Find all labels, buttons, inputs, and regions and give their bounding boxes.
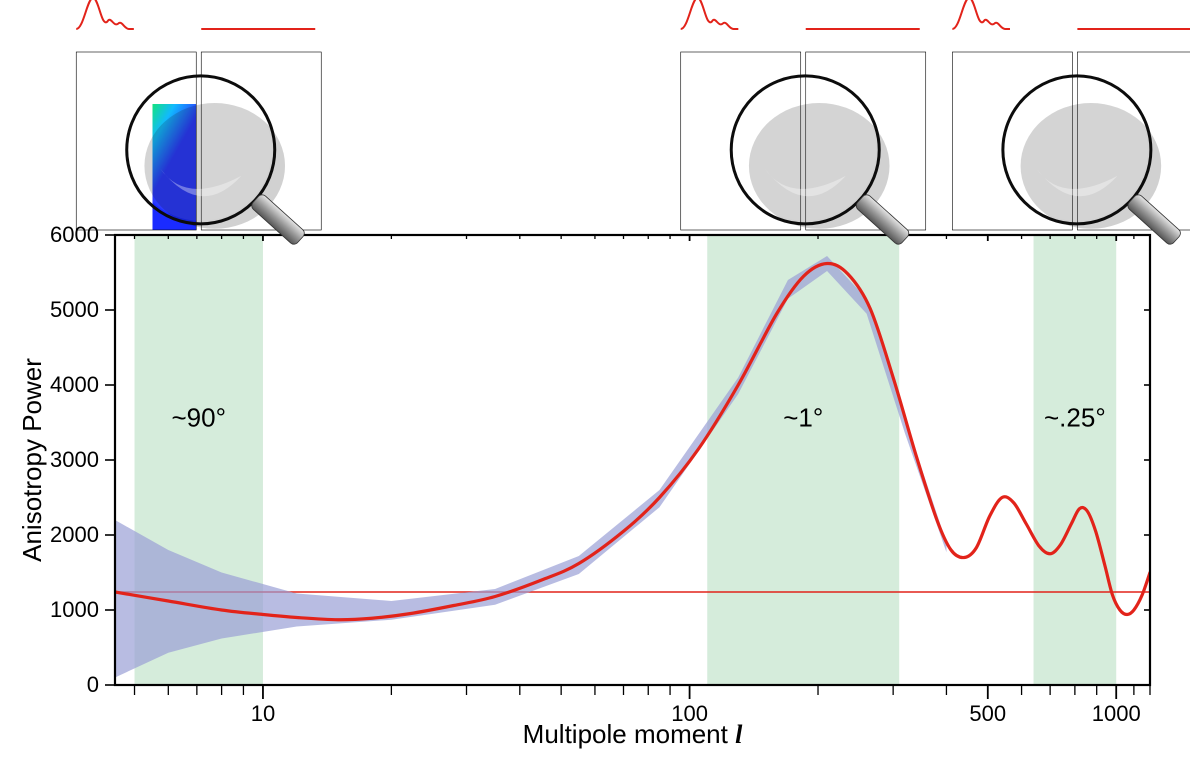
y-tick-label: 1000	[50, 597, 99, 622]
y-tick-label: 3000	[50, 447, 99, 472]
waveform-icon	[952, 0, 1010, 29]
cmb-thumbnail	[951, 0, 1190, 246]
cmb-thumbnail	[673, 0, 932, 246]
waveform-icon	[681, 0, 739, 29]
power-spectrum-chart: ~90° ~1° ~.25° 0 1000 2000 3000 4000 5000 6000 10 1…	[0, 0, 1190, 760]
y-tick-label: 2000	[50, 522, 99, 547]
scale-band	[707, 235, 899, 685]
y-tick-label: 5000	[50, 297, 99, 322]
x-tick-label: 1000	[1092, 701, 1141, 726]
waveform-icon	[76, 0, 134, 29]
power-spectrum-curve	[115, 263, 1150, 619]
cmb-thumbnail	[76, 0, 321, 246]
y-tick-label: 6000	[50, 222, 99, 247]
x-axis-label: Multipole moment l	[523, 719, 743, 749]
band-label: ~90°	[171, 402, 226, 432]
x-tick-label: 10	[251, 701, 275, 726]
y-tick-label: 4000	[50, 372, 99, 397]
band-label: ~.25°	[1044, 402, 1106, 432]
y-axis-label: Anisotropy Power	[17, 358, 47, 562]
band-label: ~1°	[783, 402, 823, 432]
x-tick-label: 500	[969, 701, 1006, 726]
scale-band	[1034, 235, 1117, 685]
y-tick-label: 0	[87, 672, 99, 697]
